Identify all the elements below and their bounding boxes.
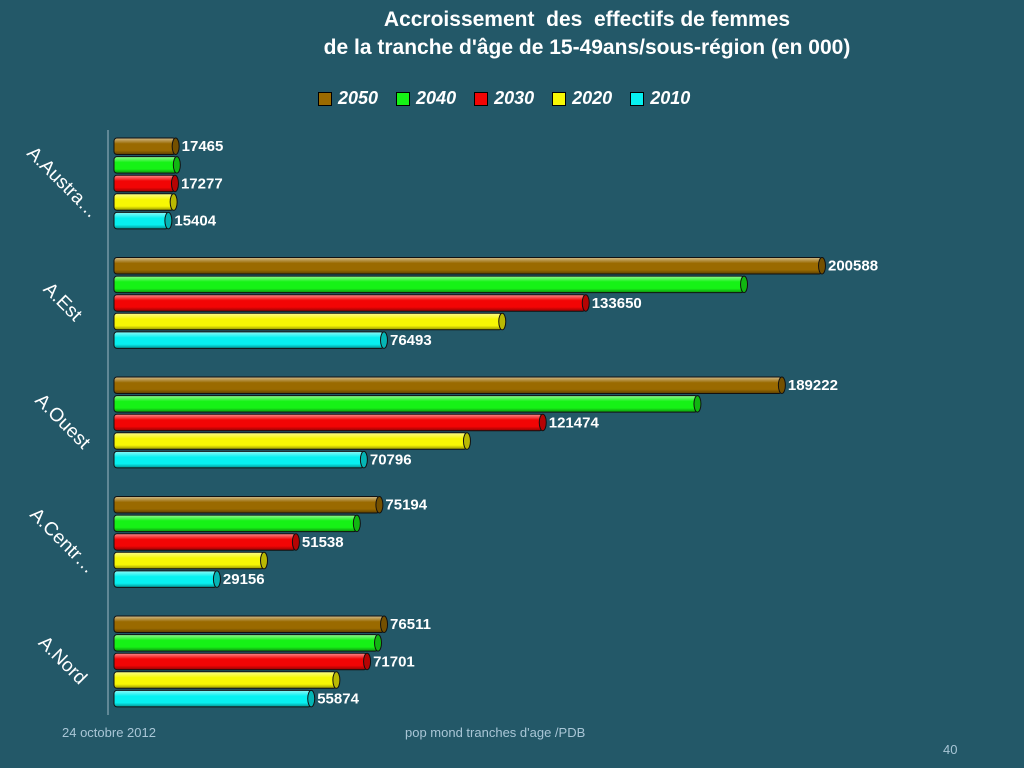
legend-item-2010: 2010 [630, 88, 690, 109]
bar-cap-2030-1 [581, 294, 590, 312]
bar-2010-4 [113, 689, 312, 708]
bar-2020-1 [113, 312, 503, 331]
data-label-2050-2: 189222 [788, 377, 838, 394]
data-label-2030-0: 17277 [181, 175, 223, 192]
bar-cap-2020-3 [260, 551, 269, 570]
bar-cap-2010-4 [307, 689, 316, 708]
bar-cap-2040-4 [374, 634, 383, 652]
category-label-4: A.Nord [34, 632, 91, 689]
bar-2020-2 [113, 432, 468, 450]
legend-label-2010: 2010 [650, 88, 691, 108]
bar-2030-3 [113, 533, 297, 551]
bar-2020-4 [113, 671, 337, 689]
bar-cap-2050-1 [818, 257, 826, 275]
data-label-2010-3: 29156 [223, 571, 265, 588]
bar-2020-0 [113, 193, 175, 211]
bar-cap-2050-0 [171, 137, 180, 155]
bar-cap-2010-1 [379, 331, 388, 349]
data-label-2010-1: 76493 [390, 332, 432, 349]
bar-cap-2050-3 [375, 496, 384, 514]
bar-cap-2010-3 [212, 570, 221, 588]
data-label-2050-4: 76511 [390, 616, 431, 633]
bar-cap-2040-3 [352, 514, 361, 533]
data-label-2050-3: 75194 [385, 497, 427, 514]
bar-cap-2010-2 [359, 450, 368, 469]
bar-2050-2 [113, 376, 783, 394]
data-label-2030-3: 51538 [302, 534, 344, 551]
chart-title-line-2: de la tranche d'âge de 15-49ans/sous-rég… [323, 36, 851, 59]
bar-2040-2 [113, 395, 698, 413]
bar-cap-2040-1 [740, 275, 749, 294]
bar-cap-2040-0 [172, 156, 181, 174]
data-label-2030-1: 133650 [592, 295, 642, 312]
bar-cap-2010-0 [164, 211, 173, 230]
legend-label-2020: 2020 [572, 88, 613, 108]
bar-2040-3 [113, 514, 358, 533]
data-label-2010-4: 55874 [317, 691, 359, 708]
bar-2030-1 [113, 294, 587, 312]
chart-legend: 2050 2040 2030 2020 2010 [318, 88, 690, 109]
bar-cap-2030-2 [538, 413, 547, 432]
legend-item-2020: 2020 [552, 88, 612, 109]
bar-cap-2050-2 [777, 376, 786, 394]
category-label-3: A.Centr… [25, 504, 99, 578]
category-label-2: A.Ouest [31, 390, 95, 454]
bar-2050-1 [113, 257, 823, 275]
category-label-1: A.Est [39, 279, 86, 326]
bar-2040-1 [113, 275, 745, 294]
legend-item-2030: 2030 [474, 88, 534, 109]
bar-2030-4 [113, 652, 368, 671]
footer-date: 24 octobre 2012 [62, 725, 156, 740]
bar-2030-2 [113, 413, 544, 432]
bar-cap-2020-1 [498, 312, 507, 331]
footer-center-text: pop mond tranches d'age /PDB [405, 725, 586, 740]
bar-2010-1 [113, 331, 385, 349]
bar-cap-2020-2 [462, 432, 471, 450]
bar-cap-2030-3 [291, 533, 300, 551]
bar-2020-3 [113, 551, 265, 570]
bar-cap-2020-4 [332, 671, 341, 689]
bar-cap-2020-0 [169, 193, 178, 211]
bar-cap-2050-4 [380, 615, 389, 633]
legend-swatch-2020 [552, 91, 567, 106]
legend-swatch-2050 [318, 91, 332, 106]
bar-2030-0 [113, 174, 176, 193]
data-label-2010-2: 70796 [370, 452, 412, 469]
data-label-2050-1: 200588 [828, 258, 878, 275]
bar-2050-4 [113, 615, 385, 633]
data-label-2050-0: 17465 [182, 138, 224, 155]
legend-item-2050: 2050 [318, 88, 378, 109]
data-label-2030-2: 121474 [549, 414, 600, 431]
bar-2040-0 [113, 156, 178, 174]
legend-label-2030: 2030 [494, 88, 535, 108]
bar-2050-0 [113, 137, 177, 155]
bar-2010-3 [113, 570, 218, 588]
chart-title: Accroissement des effectifs de femmes de… [0, 6, 1024, 62]
legend-swatch-2010 [630, 91, 645, 106]
legend-swatch-2030 [474, 91, 489, 106]
bar-cap-2040-2 [693, 395, 702, 413]
legend-label-2040: 2040 [416, 88, 457, 108]
legend-swatch-2040 [396, 91, 411, 106]
bar-2050-3 [113, 496, 380, 514]
data-label-2030-4: 71701 [373, 653, 415, 670]
category-label-0: A.Austra… [22, 143, 102, 223]
bar-cap-2030-0 [170, 174, 179, 193]
bar-2010-2 [113, 450, 365, 469]
bar-2010-0 [113, 211, 169, 230]
data-label-2010-0: 15404 [174, 213, 216, 230]
page-number: 40 [943, 742, 958, 757]
legend-item-2040: 2040 [396, 88, 456, 109]
bar-2040-4 [113, 634, 379, 652]
legend-label-2050: 2050 [338, 88, 379, 108]
chart-title-line-1: Accroissement des effectifs de femmes [383, 8, 791, 31]
bar-cap-2030-4 [363, 652, 372, 671]
